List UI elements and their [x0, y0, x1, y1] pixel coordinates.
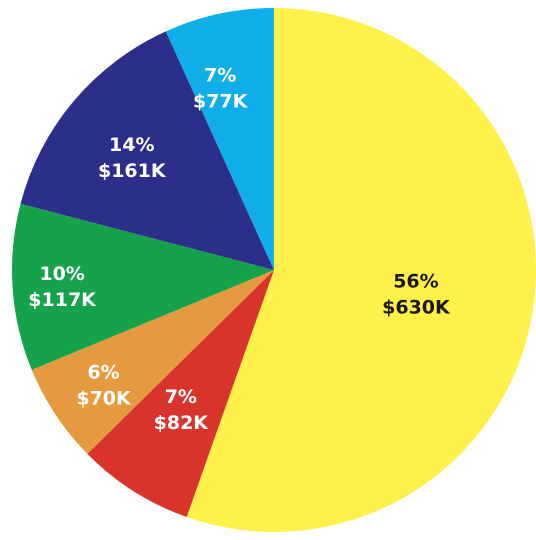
pie-labels: 56% $630K 7% $82K 6% $70K 10% $117K 14% $161K 7% $7… — [28, 65, 451, 434]
slice-value-label-5: $77K — [193, 91, 249, 113]
slice-percent-label-2: 6% — [87, 362, 119, 384]
slice-value-label-2: $70K — [76, 388, 132, 410]
pie-slices — [11, 7, 536, 532]
slice-percent-label-0: 56% — [393, 270, 438, 292]
slice-percent-label-5: 7% — [204, 65, 236, 87]
pie-slice-5 — [165, 7, 274, 270]
slice-value-label-3: $117K — [28, 289, 97, 311]
slice-value-label-0: $630K — [382, 296, 451, 318]
slice-percent-label-3: 10% — [39, 263, 84, 285]
slice-value-label-1: $82K — [154, 412, 210, 434]
pie-slice-3 — [11, 203, 274, 370]
slice-value-label-4: $161K — [98, 160, 167, 182]
slice-percent-label-4: 14% — [109, 134, 154, 156]
pie-slice-0 — [186, 8, 536, 532]
pie-slice-1 — [87, 270, 274, 518]
slice-percent-label-1: 7% — [165, 386, 197, 408]
pie-slice-4 — [20, 31, 274, 270]
pie-slice-2 — [31, 270, 274, 454]
